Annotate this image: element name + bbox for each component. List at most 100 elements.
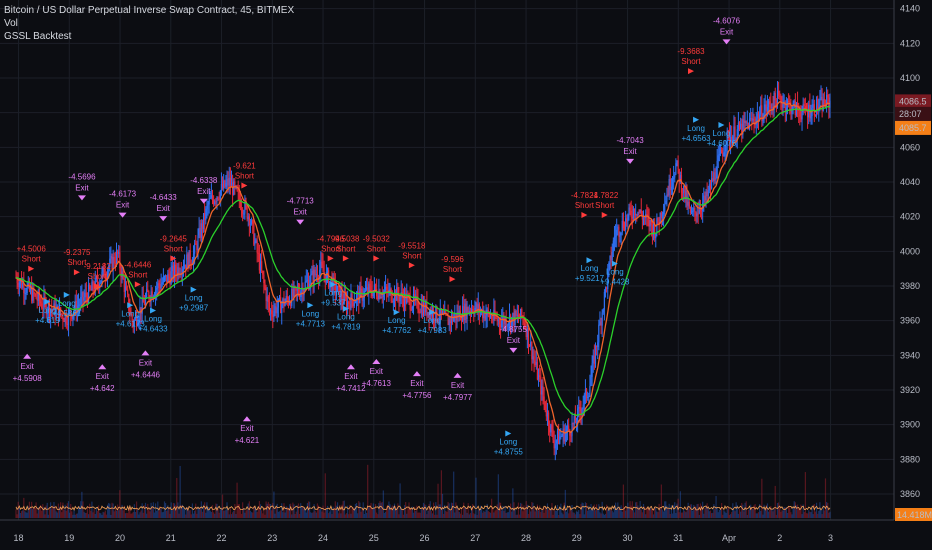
volume-bar	[179, 465, 181, 518]
candle-body	[718, 154, 721, 156]
volume-bar	[395, 506, 397, 518]
candle-body	[654, 224, 656, 239]
candle-body	[579, 407, 581, 412]
volume-bar	[463, 502, 465, 518]
candle-body	[105, 277, 108, 279]
candle-body	[463, 306, 465, 321]
candle-body	[100, 280, 102, 284]
x-tick-label: 30	[623, 533, 633, 543]
volume-bar	[109, 503, 111, 518]
volume-bar	[593, 504, 595, 518]
candle-body	[678, 169, 680, 183]
signal-value: +4.642	[90, 384, 115, 393]
volume-bar	[129, 505, 131, 518]
price-axis[interactable]: 3860388039003920394039603980400040204040…	[893, 0, 920, 520]
candle-body	[178, 267, 180, 275]
volume-bar	[561, 512, 563, 518]
candle-body	[398, 295, 400, 302]
candle-body	[808, 104, 810, 118]
signal-value: +4.7613	[362, 379, 392, 388]
volume-bar	[214, 513, 216, 518]
candle-body	[476, 303, 478, 311]
volume-bar	[29, 506, 32, 518]
candle-body	[575, 423, 578, 425]
volume-bar	[168, 508, 170, 518]
candle-body	[255, 240, 257, 242]
volume-bar	[533, 507, 535, 518]
candle-body	[616, 229, 618, 236]
short-marker-icon	[94, 283, 101, 290]
candle-body	[774, 92, 776, 101]
volume-bar	[75, 513, 77, 518]
volume-bar	[458, 511, 460, 518]
candle-body	[773, 92, 775, 111]
candle-body	[141, 297, 143, 314]
candle-body	[138, 319, 140, 324]
volume-bar	[457, 507, 459, 518]
symbol-title[interactable]: Bitcoin / US Dollar Perpetual Inverse Sw…	[4, 5, 295, 16]
signal-long: Long+9.2987	[179, 286, 209, 313]
time-axis[interactable]: 18 19 20 21 22 23 24 25 26 27 28 29 30 31 Apr 2 3	[0, 519, 894, 543]
candle-body	[777, 91, 780, 96]
volume-bar	[712, 512, 714, 518]
volume-bar	[773, 508, 775, 518]
volume-bar	[737, 513, 739, 518]
volume-bar	[690, 504, 693, 518]
volume-bar	[80, 501, 82, 518]
volume-bar	[450, 502, 453, 518]
volume-bar	[162, 511, 164, 518]
volume-bar	[156, 511, 158, 518]
candle-body	[764, 104, 766, 111]
signal-label: Short	[336, 244, 356, 253]
volume-bar	[133, 504, 135, 518]
volume-bar	[550, 508, 552, 518]
volume-indicator-label[interactable]: Vol	[4, 18, 18, 29]
candle-body	[568, 425, 570, 430]
candle-body	[744, 120, 746, 124]
volume-bar	[360, 511, 362, 518]
volume-bar	[531, 502, 533, 518]
candle-body	[664, 204, 666, 213]
candle-body	[50, 309, 52, 317]
volume-bar	[74, 514, 76, 518]
long-marker-icon	[63, 291, 70, 298]
candle-body	[618, 226, 620, 237]
candle-body	[146, 289, 148, 298]
signal-value: -4.6338	[190, 176, 218, 185]
volume-bar	[368, 507, 370, 518]
candle-body	[449, 318, 451, 324]
x-tick-label: 3	[828, 533, 833, 543]
strategy-indicator-label[interactable]: GSSL Backtest	[4, 31, 72, 42]
candle-body	[558, 431, 560, 444]
candle-body	[706, 191, 708, 197]
candle-body	[104, 277, 106, 279]
volume-bar	[52, 505, 54, 518]
candle-body	[87, 284, 90, 303]
candle-body	[221, 184, 224, 189]
volume-bar	[679, 491, 681, 518]
volume-bar	[479, 505, 482, 518]
volume-bar	[537, 510, 540, 518]
volume-bar	[324, 473, 326, 518]
candle-body	[814, 115, 817, 117]
signal-label: Exit	[157, 204, 171, 213]
candle-body	[501, 321, 503, 327]
short-marker-icon	[28, 265, 35, 272]
candle-body	[498, 320, 501, 325]
volume-bar	[392, 506, 394, 518]
volume-bar	[591, 509, 593, 518]
candle-body	[158, 283, 160, 286]
volume-bar	[246, 509, 248, 518]
volume-bar	[232, 512, 234, 518]
volume-bar	[223, 510, 225, 518]
volume-bar	[85, 512, 87, 518]
volume-bar	[44, 514, 46, 518]
candle-body	[150, 291, 152, 301]
candle-body	[443, 312, 445, 314]
candle-body	[48, 303, 51, 317]
candle-body	[685, 190, 687, 200]
volume-bar	[351, 507, 353, 518]
